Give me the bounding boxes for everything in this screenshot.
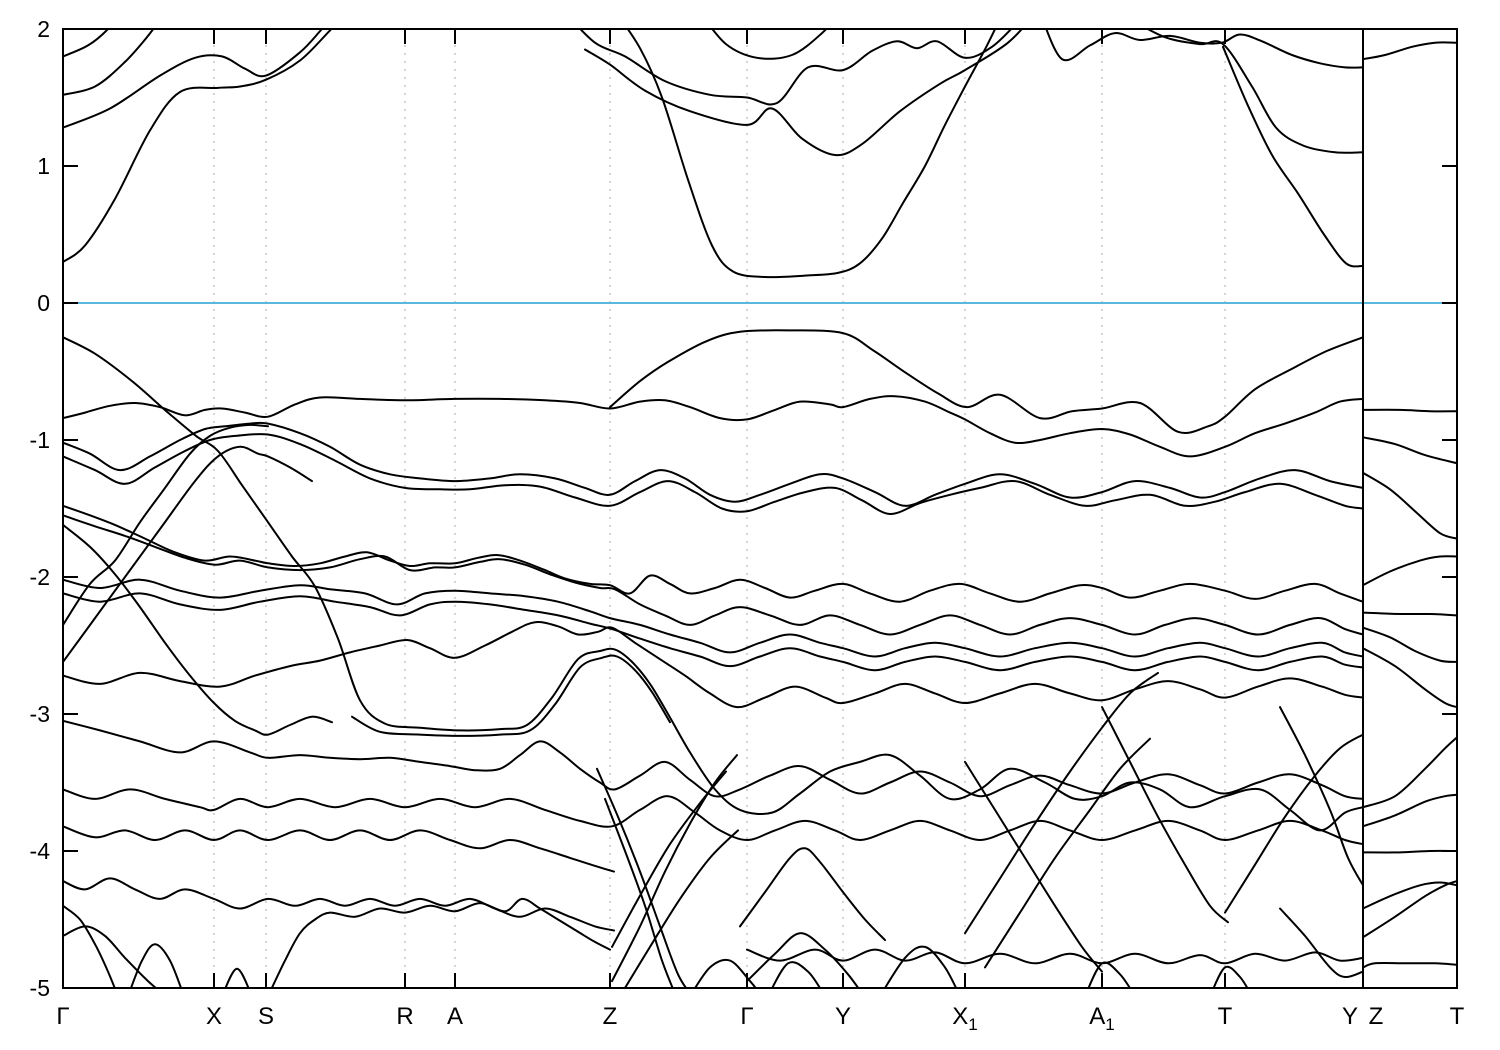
kpoint-label: A <box>447 1003 463 1030</box>
band-curve <box>63 719 1364 800</box>
y-axis-tick-label: -1 <box>30 427 50 453</box>
band-curve <box>224 967 250 988</box>
band-curve <box>746 932 860 988</box>
band-curve <box>611 754 738 983</box>
band-curve <box>746 948 1364 965</box>
band-curve <box>739 847 886 942</box>
band-curve <box>63 825 615 873</box>
band-curve <box>1362 881 1457 910</box>
band-curve <box>1362 408 1457 413</box>
band-curve <box>1045 29 1364 69</box>
band-curve <box>1224 733 1364 914</box>
band-curve <box>604 797 674 988</box>
band-curve <box>623 829 739 988</box>
band-curve <box>63 578 1364 658</box>
kpoint-label: Z <box>603 1003 618 1030</box>
band-curves-group <box>63 29 1457 988</box>
band-curve <box>63 336 1364 832</box>
band-curve <box>1087 961 1132 988</box>
band-curve <box>63 421 1364 507</box>
band-curve <box>1362 611 1457 617</box>
band-curve <box>63 423 269 626</box>
kpoint-label: T <box>1450 1003 1465 1030</box>
band-curve <box>1362 436 1457 465</box>
band-curve <box>1279 706 1364 887</box>
band-curve <box>1362 471 1457 540</box>
band-curve <box>693 958 757 988</box>
band-curve <box>1362 736 1457 809</box>
band-curve <box>596 767 688 988</box>
band-curve <box>1145 29 1364 154</box>
band-curve <box>63 29 110 58</box>
band-curve <box>771 961 822 988</box>
y-axis-tick-label: 2 <box>37 16 50 42</box>
y-axis-tick-label: -5 <box>30 975 50 1001</box>
band-curve <box>1362 626 1457 663</box>
band-curve <box>1222 45 1364 268</box>
band-curve <box>63 904 116 988</box>
kpoint-label: Γ <box>740 1003 753 1030</box>
y-axis-tick-label: -3 <box>30 701 50 727</box>
band-curve <box>1362 880 1457 939</box>
band-curve <box>1362 555 1457 587</box>
band-curve <box>63 925 158 988</box>
kpoint-label: Z <box>1369 1003 1384 1030</box>
band-curve <box>626 29 997 279</box>
band-curve <box>63 523 333 736</box>
band-curve <box>63 514 1364 636</box>
band-curve <box>584 29 1024 157</box>
band-curve <box>351 654 671 737</box>
band-curve <box>1279 907 1364 979</box>
band-curve <box>63 445 313 663</box>
band-curve <box>63 29 155 96</box>
kpoint-label: X1 <box>952 1003 977 1034</box>
band-curve <box>1362 647 1457 709</box>
kpoint-label: X <box>206 1003 222 1030</box>
kpoint-label: Y <box>1342 1003 1358 1030</box>
band-curve <box>1362 793 1457 828</box>
band-curve <box>611 770 727 948</box>
band-curve <box>1212 965 1249 988</box>
band-curve <box>63 592 1364 672</box>
band-curve <box>578 29 1013 106</box>
band-curve <box>984 737 1151 969</box>
plot-frame <box>62 28 1458 989</box>
band-curve <box>63 788 1364 846</box>
band-curve <box>63 29 324 129</box>
kpoint-label: Γ <box>56 1003 69 1030</box>
band-curve <box>63 29 333 263</box>
y-axis-tick-label: -4 <box>30 838 51 864</box>
band-curve <box>964 671 1159 935</box>
y-axis-tick-label: 1 <box>37 153 50 179</box>
band-curve <box>710 29 828 60</box>
kpoint-label: T <box>1218 1003 1233 1030</box>
band-curve <box>270 897 611 988</box>
band-curve <box>63 877 615 932</box>
band-curve <box>129 943 183 988</box>
band-curve <box>63 395 1364 458</box>
band-curve <box>1101 706 1229 924</box>
kpoint-label: S <box>258 1003 274 1030</box>
band-curve <box>883 945 958 988</box>
kpoint-label: Y <box>835 1003 851 1030</box>
band-curve <box>1362 962 1457 969</box>
band-curve <box>964 760 1103 973</box>
band-curve <box>63 621 1364 709</box>
y-axis-tick-label: -2 <box>30 564 50 590</box>
band-curve <box>63 504 1364 603</box>
band-curve <box>1362 41 1457 61</box>
band-curve <box>609 329 1364 434</box>
band-curve <box>63 433 1364 516</box>
kpoint-label: R <box>396 1003 413 1030</box>
kpoint-label: A1 <box>1089 1003 1114 1034</box>
y-axis-tick-label: 0 <box>37 290 50 316</box>
